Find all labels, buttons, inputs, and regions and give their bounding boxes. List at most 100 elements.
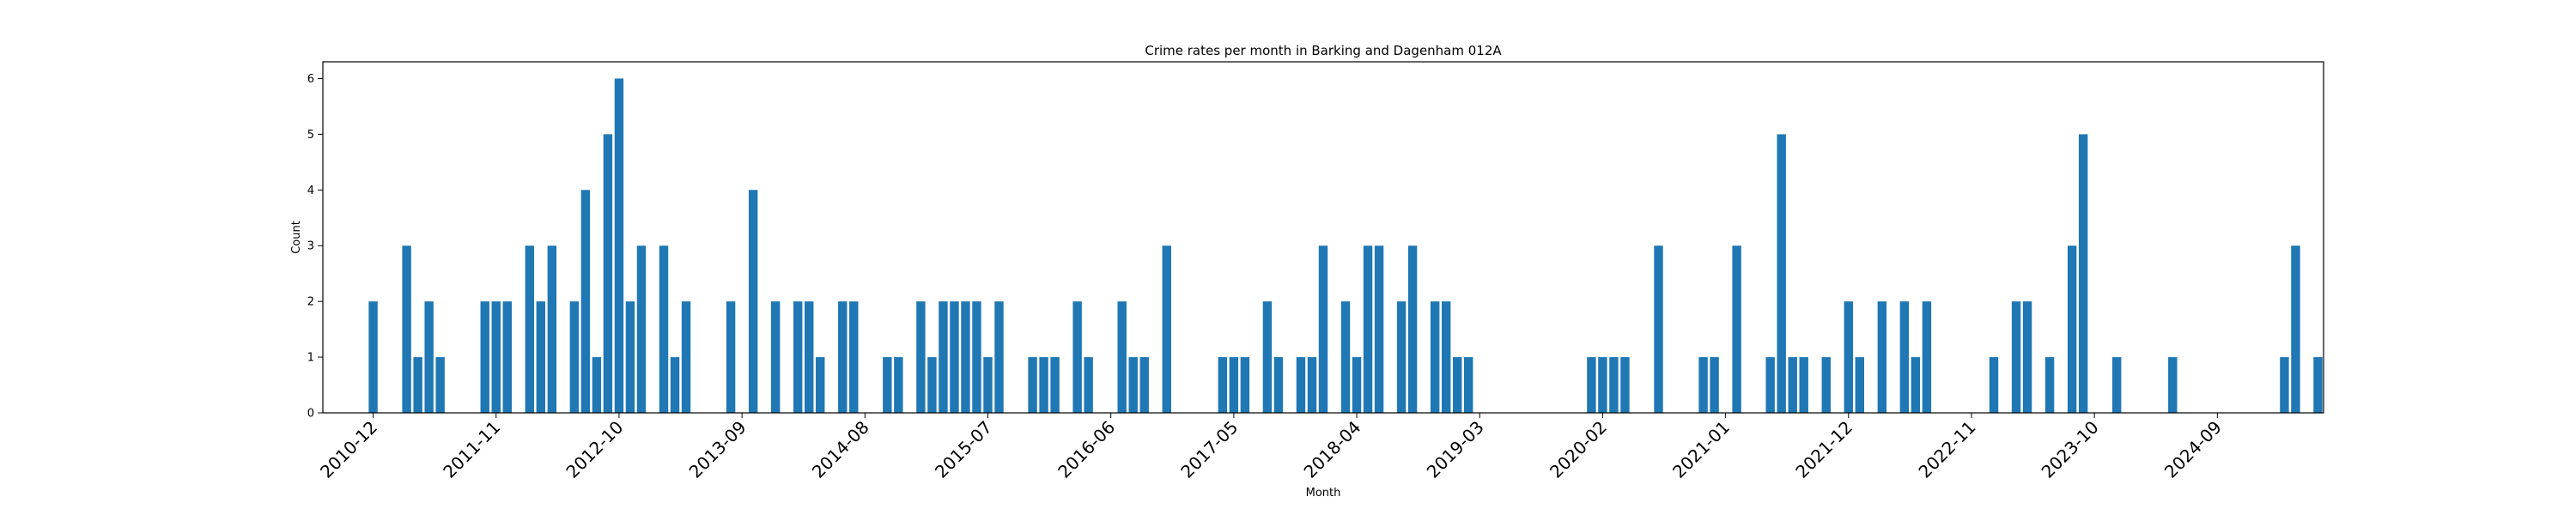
y-axis-label: Count (290, 221, 303, 254)
y-tick-label: 6 (307, 73, 314, 86)
bar (849, 301, 859, 413)
bar (1039, 357, 1048, 413)
y-tick-label: 5 (307, 129, 314, 142)
bar (1609, 357, 1619, 413)
bar (2011, 301, 2021, 413)
bar (1899, 301, 1910, 413)
bar (1229, 357, 1239, 413)
bar (1732, 245, 1741, 413)
bar (502, 301, 512, 413)
bar (480, 301, 489, 413)
bar (1139, 357, 1149, 413)
bar (614, 78, 624, 413)
bar (670, 357, 680, 413)
bar (1273, 357, 1284, 413)
bar (1340, 301, 1351, 413)
bar (894, 357, 903, 413)
bar (770, 301, 781, 413)
bar (1407, 245, 1418, 413)
bar (2067, 245, 2077, 413)
bar (1799, 357, 1808, 413)
bar (816, 357, 825, 413)
y-tick-label: 3 (307, 240, 314, 253)
bar (1877, 301, 1887, 413)
bar (1911, 357, 1921, 413)
bar (1084, 357, 1093, 413)
bar (592, 357, 602, 413)
bar (883, 357, 892, 413)
bar (1620, 357, 1630, 413)
bar (1050, 357, 1060, 413)
bar (1441, 301, 1451, 413)
bar (1821, 357, 1831, 413)
bar (547, 245, 557, 413)
bar (939, 301, 948, 413)
bar (916, 301, 926, 413)
bar (681, 301, 691, 413)
bar (1318, 245, 1328, 413)
bar (1117, 301, 1127, 413)
bar (950, 301, 959, 413)
bar (726, 301, 736, 413)
bar (1844, 301, 1853, 413)
bar (1464, 357, 1473, 413)
bar (1128, 357, 1138, 413)
bar (1765, 357, 1775, 413)
y-tick-label: 1 (307, 352, 314, 365)
bar (636, 245, 647, 413)
bar (1352, 357, 1362, 413)
y-axis-ticks: 0 1 2 3 4 5 6 (307, 73, 323, 421)
bar (1922, 301, 1932, 413)
bar (2111, 357, 2122, 413)
bar (994, 301, 1004, 413)
bar (2168, 357, 2178, 413)
bar (1363, 245, 1373, 413)
bar (1240, 357, 1250, 413)
bar (1598, 357, 1607, 413)
chart-title: Crime rates per month in Barking and Dag… (1145, 43, 1502, 58)
bar (1654, 245, 1663, 413)
bar (1162, 245, 1171, 413)
bar (1788, 357, 1797, 413)
bar (1698, 357, 1708, 413)
bar (368, 301, 378, 413)
bar (659, 245, 669, 413)
bar (1307, 357, 1317, 413)
bar (625, 301, 635, 413)
bar (2291, 245, 2300, 413)
bar (2078, 134, 2088, 413)
bar (2044, 357, 2055, 413)
bar (402, 245, 411, 413)
bar (1028, 357, 1037, 413)
bar (1296, 357, 1306, 413)
bar (927, 357, 937, 413)
bars-group (368, 78, 2323, 413)
bar (580, 190, 591, 413)
bar (603, 134, 613, 413)
x-axis-label: Month (1306, 487, 1341, 500)
bar (2313, 357, 2323, 413)
bar (424, 301, 434, 413)
bar (435, 357, 445, 413)
y-tick-label: 2 (307, 296, 314, 309)
y-tick-label: 0 (307, 408, 314, 421)
bar (536, 301, 546, 413)
bar (569, 301, 580, 413)
bar (961, 301, 970, 413)
bar (1587, 357, 1596, 413)
bar (1452, 357, 1462, 413)
bar (748, 190, 758, 413)
bar (1989, 357, 1999, 413)
bar (1855, 357, 1865, 413)
bar (793, 301, 803, 413)
bar (1072, 301, 1082, 413)
bar (1430, 301, 1440, 413)
bar (2280, 357, 2289, 413)
bar (413, 357, 422, 413)
y-tick-label: 4 (307, 185, 314, 197)
bar (1218, 357, 1228, 413)
bar (2022, 301, 2032, 413)
bar (525, 245, 535, 413)
